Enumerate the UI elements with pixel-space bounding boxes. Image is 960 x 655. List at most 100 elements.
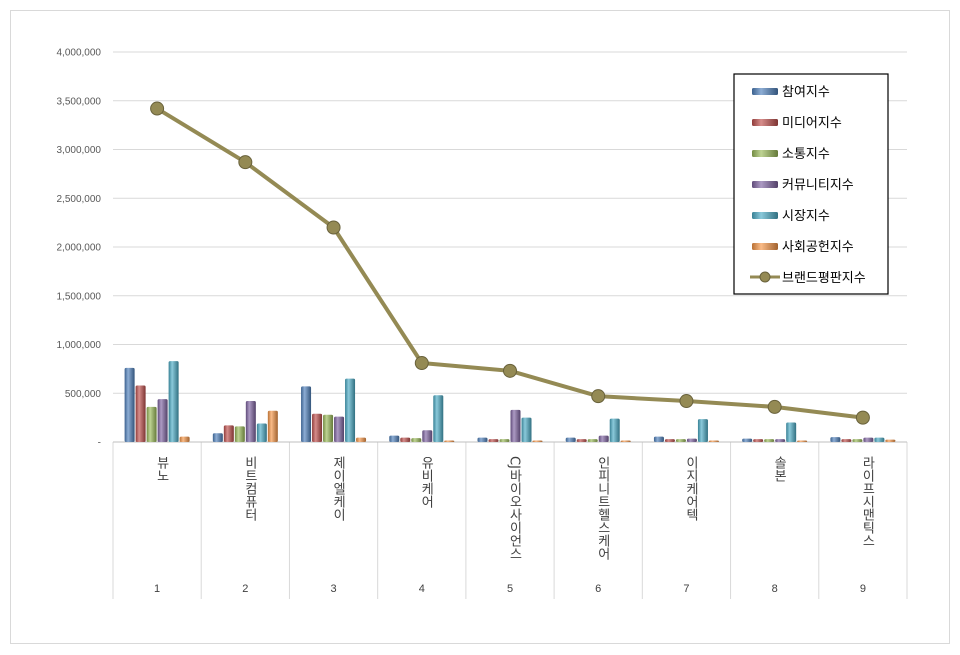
bar-사회공헌지수 (708, 440, 719, 442)
bar-참여지수 (742, 438, 753, 442)
bar-시장지수 (345, 378, 356, 442)
bar-참여지수 (301, 386, 312, 442)
y-tick-label: 1,500,000 (57, 291, 102, 302)
category-label: 인피니트헬스케어 (595, 456, 610, 560)
category-label: 제이엘케이 (330, 456, 345, 521)
category-label: 유비케어 (418, 456, 433, 508)
legend-marker-브랜드평판지수 (759, 271, 771, 283)
bar-시장지수 (168, 361, 179, 442)
y-tick-label: 2,000,000 (57, 243, 102, 254)
legend-swatch-미디어지수 (752, 119, 778, 126)
bar-소통지수 (675, 439, 686, 442)
category-label: CJ바이오사이언스 (507, 456, 522, 560)
bar-미디어지수 (841, 439, 852, 442)
y-tick-label: 1,000,000 (57, 340, 102, 351)
line-point-브랜드평판지수 (591, 389, 606, 404)
bar-소통지수 (587, 439, 598, 442)
bar-미디어지수 (576, 439, 587, 442)
legend-label: 미디어지수 (782, 116, 842, 131)
legend-label: 시장지수 (782, 209, 830, 224)
legend-label: 브랜드평판지수 (782, 271, 866, 286)
line-point-브랜드평판지수 (238, 155, 253, 170)
bar-시장지수 (697, 419, 708, 442)
bar-참여지수 (565, 437, 576, 442)
bar-미디어지수 (488, 439, 499, 442)
y-tick-label: 3,500,000 (57, 96, 102, 107)
legend-swatch-사회공헌지수 (752, 243, 778, 250)
category-number: 7 (683, 583, 689, 595)
bar-미디어지수 (135, 385, 146, 442)
y-tick-label: 4,000,000 (57, 48, 102, 59)
bar-시장지수 (433, 395, 444, 442)
bar-소통지수 (323, 414, 334, 442)
bar-참여지수 (212, 433, 223, 442)
bar-소통지수 (499, 439, 510, 442)
bar-사회공헌지수 (885, 439, 896, 442)
category-number: 4 (419, 583, 425, 595)
bar-커뮤니티지수 (157, 399, 168, 442)
category-label: 라이프시맨틱스 (859, 456, 874, 547)
bar-소통지수 (146, 406, 157, 442)
category-number: 3 (330, 583, 336, 595)
bar-시장지수 (786, 422, 797, 442)
legend-swatch-시장지수 (752, 212, 778, 219)
bar-시장지수 (256, 423, 267, 442)
y-tick-label: 3,000,000 (57, 145, 102, 156)
bar-미디어지수 (753, 439, 764, 442)
bar-커뮤니티지수 (775, 439, 786, 442)
bar-참여지수 (653, 436, 664, 442)
bar-참여지수 (830, 437, 841, 442)
category-number: 8 (772, 583, 778, 595)
category-label: 솔본 (771, 456, 786, 482)
line-point-브랜드평판지수 (503, 363, 517, 378)
legend-label: 참여지수 (782, 85, 830, 100)
bar-커뮤니티지수 (422, 430, 433, 442)
bar-소통지수 (852, 439, 863, 442)
line-point-브랜드평판지수 (855, 410, 870, 425)
bar-커뮤니티지수 (245, 401, 256, 442)
bar-참여지수 (124, 367, 135, 442)
bar-사회공헌지수 (797, 440, 808, 442)
bar-사회공헌지수 (444, 440, 455, 442)
bar-소통지수 (764, 439, 775, 442)
line-point-브랜드평판지수 (150, 101, 165, 116)
category-number: 2 (242, 583, 248, 595)
bar-커뮤니티지수 (334, 416, 345, 442)
bar-사회공헌지수 (532, 440, 543, 442)
bar-미디어지수 (312, 413, 323, 442)
category-label: 이지케어텍 (683, 456, 698, 521)
line-point-브랜드평판지수 (414, 356, 429, 371)
bar-참여지수 (477, 437, 488, 442)
legend-swatch-소통지수 (752, 150, 778, 157)
bar-시장지수 (874, 437, 885, 442)
bar-커뮤니티지수 (863, 437, 874, 442)
bar-소통지수 (234, 426, 245, 442)
bar-미디어지수 (664, 439, 675, 442)
legend-label: 소통지수 (782, 147, 830, 162)
line-point-브랜드평판지수 (767, 399, 782, 414)
legend-swatch-커뮤니티지수 (752, 181, 778, 188)
bar-미디어지수 (223, 425, 234, 442)
bar-시장지수 (609, 418, 620, 442)
bar-커뮤니티지수 (686, 438, 697, 442)
bar-미디어지수 (400, 437, 411, 442)
category-number: 5 (507, 583, 513, 595)
legend-swatch-참여지수 (752, 88, 778, 95)
category-label: 비트컴퓨터 (242, 456, 257, 521)
y-tick-label: - (98, 438, 101, 449)
bar-사회공헌지수 (356, 437, 367, 442)
y-tick-label: 500,000 (65, 389, 102, 400)
bar-커뮤니티지수 (598, 435, 609, 442)
bar-시장지수 (521, 417, 532, 442)
legend-label: 커뮤니티지수 (782, 178, 854, 193)
legend-label: 사회공헌지수 (782, 240, 854, 255)
bar-사회공헌지수 (179, 436, 190, 442)
bar-커뮤니티지수 (510, 409, 521, 442)
category-number: 1 (154, 583, 160, 595)
line-point-브랜드평판지수 (326, 220, 341, 235)
category-number: 6 (595, 583, 601, 595)
category-label: 뷰노 (154, 456, 169, 482)
y-tick-label: 2,500,000 (57, 194, 102, 205)
bar-사회공헌지수 (620, 440, 631, 442)
